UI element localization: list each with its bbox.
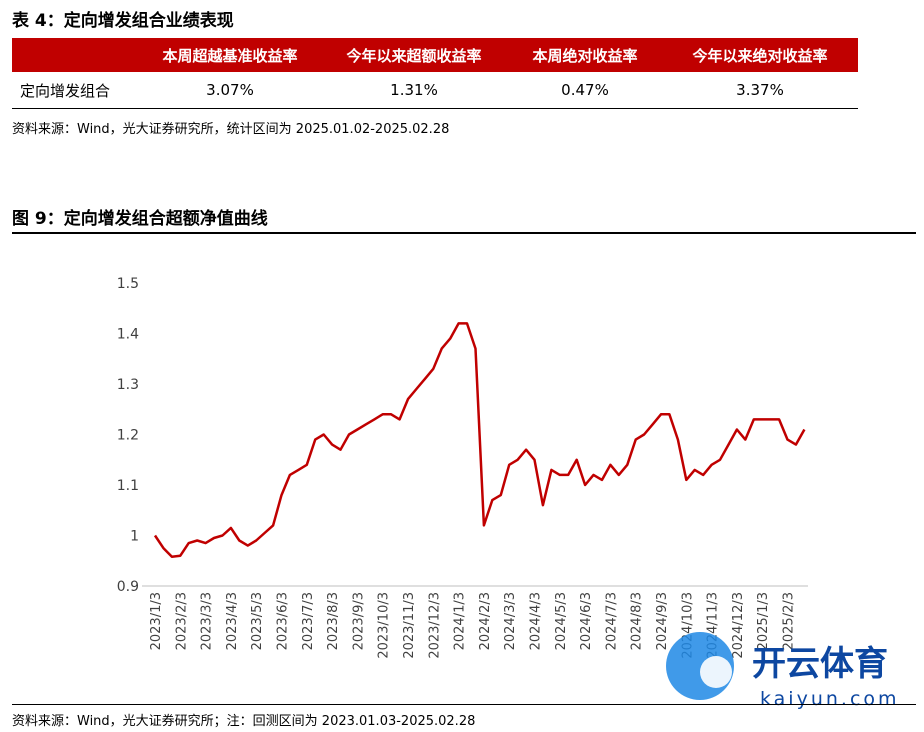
cell: 3.37%	[662, 72, 858, 109]
x-tick-label: 2025/2/3	[782, 592, 797, 650]
x-tick-label: 2023/2/3	[174, 592, 189, 650]
title-rule	[12, 232, 916, 234]
x-tick-label: 2023/6/3	[276, 592, 291, 650]
watermark-url: kaiyun.com	[760, 688, 900, 710]
x-tick-label: 2024/9/3	[655, 592, 670, 650]
x-tick-label: 2023/8/3	[326, 592, 341, 650]
x-tick-label: 2023/5/3	[250, 592, 265, 650]
source-rule	[12, 704, 916, 705]
x-tick-label: 2024/7/3	[604, 592, 619, 650]
x-tick-label: 2023/11/3	[402, 592, 417, 659]
chart-source: 资料来源：Wind，光大证券研究所；注：回测区间为 2023.01.03-202…	[12, 714, 476, 729]
x-tick-label: 2024/1/3	[453, 592, 468, 650]
x-tick-label: 2023/4/3	[225, 592, 240, 650]
chart-title: 图 9：定向增发组合超额净值曲线	[12, 209, 268, 229]
x-tick-label: 2024/6/3	[579, 592, 594, 650]
x-tick-label: 2023/10/3	[377, 592, 392, 659]
x-tick-label: 2023/3/3	[200, 592, 215, 650]
header-cell: 今年以来超额收益率	[320, 38, 508, 72]
x-tick-label: 2024/3/3	[503, 592, 518, 650]
watermark-name: 开云体育	[752, 644, 888, 684]
header-cell: 今年以来绝对收益率	[662, 38, 858, 72]
cell: 3.07%	[140, 72, 320, 109]
y-tick-label: 1.2	[117, 428, 139, 444]
header-cell: 本周绝对收益率	[508, 38, 662, 72]
cell: 1.31%	[320, 72, 508, 109]
table-source: 资料来源：Wind，光大证券研究所，统计区间为 2025.01.02-2025.…	[12, 122, 450, 137]
x-tick-label: 2024/2/3	[478, 592, 493, 650]
y-tick-label: 1.4	[117, 327, 139, 343]
header-row: 本周超越基准收益率 今年以来超额收益率 本周绝对收益率 今年以来绝对收益率	[12, 38, 858, 72]
y-tick-label: 1.1	[117, 478, 139, 494]
x-tick-label: 2024/4/3	[529, 592, 544, 650]
x-tick-label: 2025/1/3	[756, 592, 771, 650]
data-row: 定向增发组合 3.07% 1.31% 0.47% 3.37%	[12, 72, 858, 109]
x-tick-label: 2023/1/3	[149, 592, 164, 650]
watermark-ball	[700, 656, 732, 688]
x-tick-label: 2023/9/3	[351, 592, 366, 650]
header-cell: 本周超越基准收益率	[140, 38, 320, 72]
table-title: 表 4：定向增发组合业绩表现	[12, 11, 234, 31]
cell: 0.47%	[508, 72, 662, 109]
x-tick-label: 2024/5/3	[554, 592, 569, 650]
y-tick-label: 1.3	[117, 377, 139, 393]
series-line	[153, 322, 806, 558]
y-tick-label: 1.5	[117, 276, 139, 292]
x-tick-label: 2024/8/3	[630, 592, 645, 650]
y-tick-label: 0.9	[117, 579, 139, 595]
watermark: 开云体育 kaiyun.com	[666, 632, 900, 710]
x-tick-label: 2023/7/3	[301, 592, 316, 650]
x-tick-label: 2024/12/3	[731, 592, 746, 659]
y-tick-label: 1	[130, 529, 139, 545]
performance-table: 本周超越基准收益率 今年以来超额收益率 本周绝对收益率 今年以来绝对收益率 定向…	[12, 38, 858, 109]
row-label: 定向增发组合	[12, 72, 140, 109]
header-cell	[12, 38, 140, 72]
x-tick-label: 2023/12/3	[427, 592, 442, 659]
